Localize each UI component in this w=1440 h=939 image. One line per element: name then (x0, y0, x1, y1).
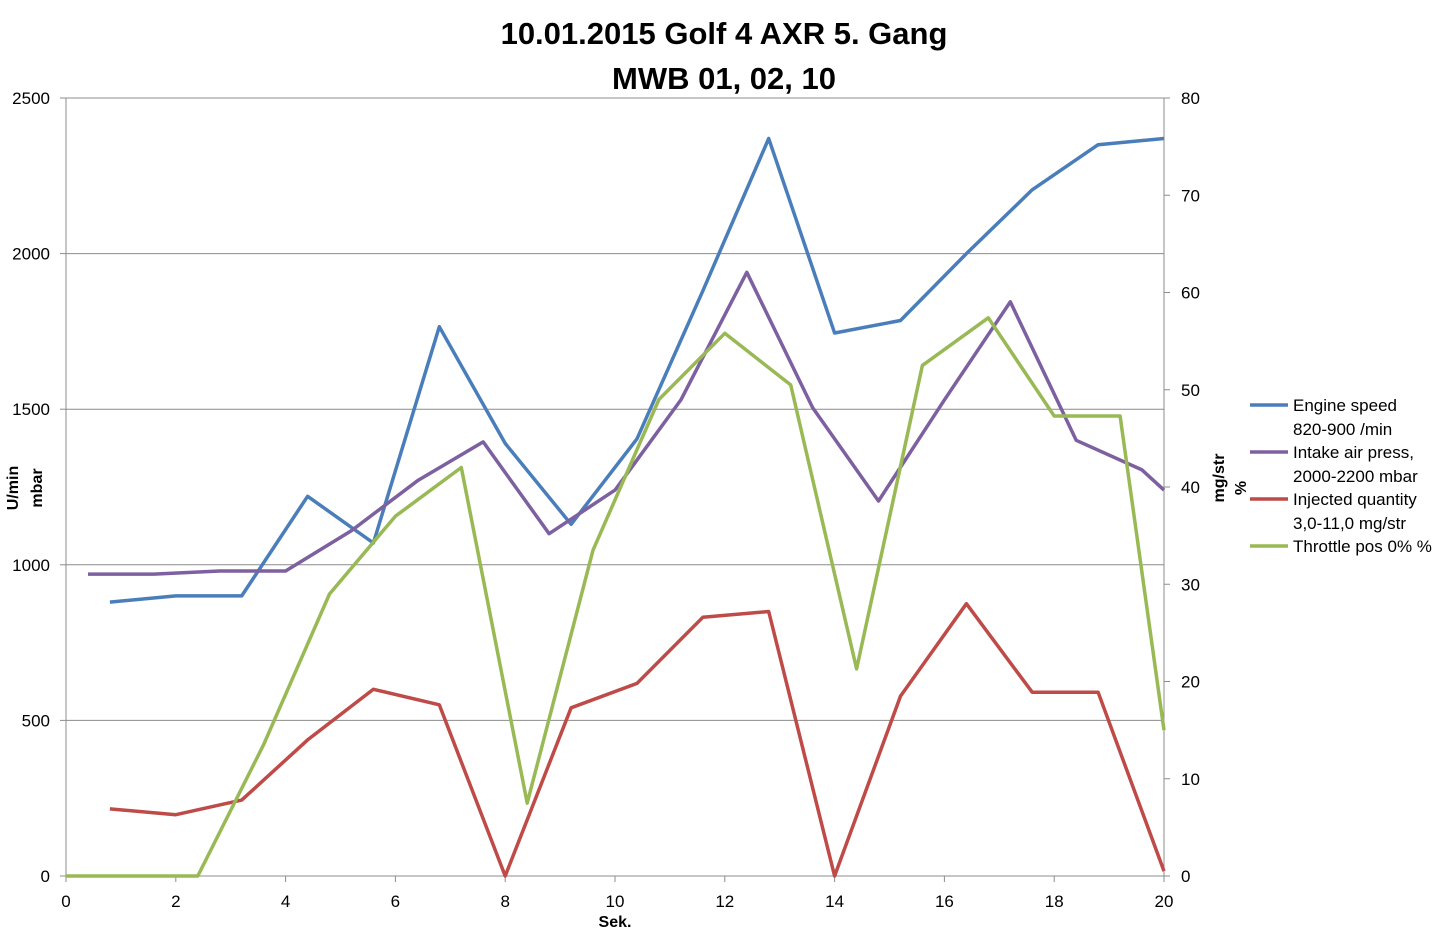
y-right-tick-label: 50 (1181, 381, 1200, 400)
x-tick-label: 12 (715, 892, 734, 911)
series-line-3 (66, 316, 1166, 878)
x-tick-label: 10 (606, 892, 625, 911)
y-right-tick-label: 30 (1181, 575, 1200, 594)
x-tick-label: 4 (281, 892, 290, 911)
y-left-tick-label: 0 (41, 867, 50, 886)
legend-label: Engine speed (1293, 396, 1397, 415)
axes (60, 97, 1170, 882)
y-right-tick-label: 10 (1181, 770, 1200, 789)
y-left-axis-label-2: mbar (29, 468, 46, 507)
y-left-tick-label: 500 (22, 711, 50, 730)
legend: Engine speed 820-900 /min Intake air press… (1250, 396, 1432, 556)
legend-label: 2000-2200 mbar (1293, 467, 1418, 486)
y-left-tick-label: 1500 (12, 400, 50, 419)
grid (66, 97, 1164, 877)
x-tick-label: 18 (1045, 892, 1064, 911)
legend-label: 820-900 /min (1293, 420, 1392, 439)
series-line-0 (109, 136, 1165, 604)
axis-titles: Sek. U/min mbar mg/str % (5, 454, 1250, 931)
x-tick-label: 2 (171, 892, 180, 911)
chart-title-line-2: MWB 01, 02, 10 (612, 61, 836, 96)
y-left-tick-label: 2000 (12, 245, 50, 264)
y-left-axis-label-1: U/min (5, 466, 22, 510)
legend-label: Injected quantity (1293, 490, 1417, 509)
legend-label: Intake air press, (1293, 443, 1414, 462)
x-axis-label: Sek. (599, 914, 632, 931)
chart-title-line-1: 10.01.2015 Golf 4 AXR 5. Gang (501, 16, 948, 51)
x-tick-label: 6 (391, 892, 400, 911)
y-left-tick-label: 1000 (12, 556, 50, 575)
y-right-axis-label-2: % (1233, 481, 1250, 495)
x-tick-label: 8 (500, 892, 509, 911)
y-right-axis-label-1: mg/str (1211, 454, 1228, 503)
y-right-tick-label: 60 (1181, 284, 1200, 303)
x-tick-label: 14 (825, 892, 844, 911)
x-tick-label: 20 (1155, 892, 1174, 911)
series-line-2 (109, 601, 1166, 878)
series-line-1 (88, 270, 1166, 576)
legend-label: Throttle pos 0% % (1293, 537, 1432, 556)
y-right-tick-label: 80 (1181, 89, 1200, 108)
y-right-tick-label: 20 (1181, 673, 1200, 692)
y-right-tick-label: 0 (1181, 867, 1190, 886)
tick-labels: 0 500 1000 1500 2000 2500 0 10 20 30 40 50 60 70 80 0 2 4… (12, 89, 1200, 911)
y-right-tick-label: 70 (1181, 186, 1200, 205)
y-left-tick-label: 2500 (12, 89, 50, 108)
series-lines (66, 136, 1166, 878)
x-tick-label: 16 (935, 892, 954, 911)
legend-label: 3,0-11,0 mg/str (1293, 514, 1406, 533)
y-right-tick-label: 40 (1181, 478, 1200, 497)
x-tick-label: 0 (61, 892, 70, 911)
